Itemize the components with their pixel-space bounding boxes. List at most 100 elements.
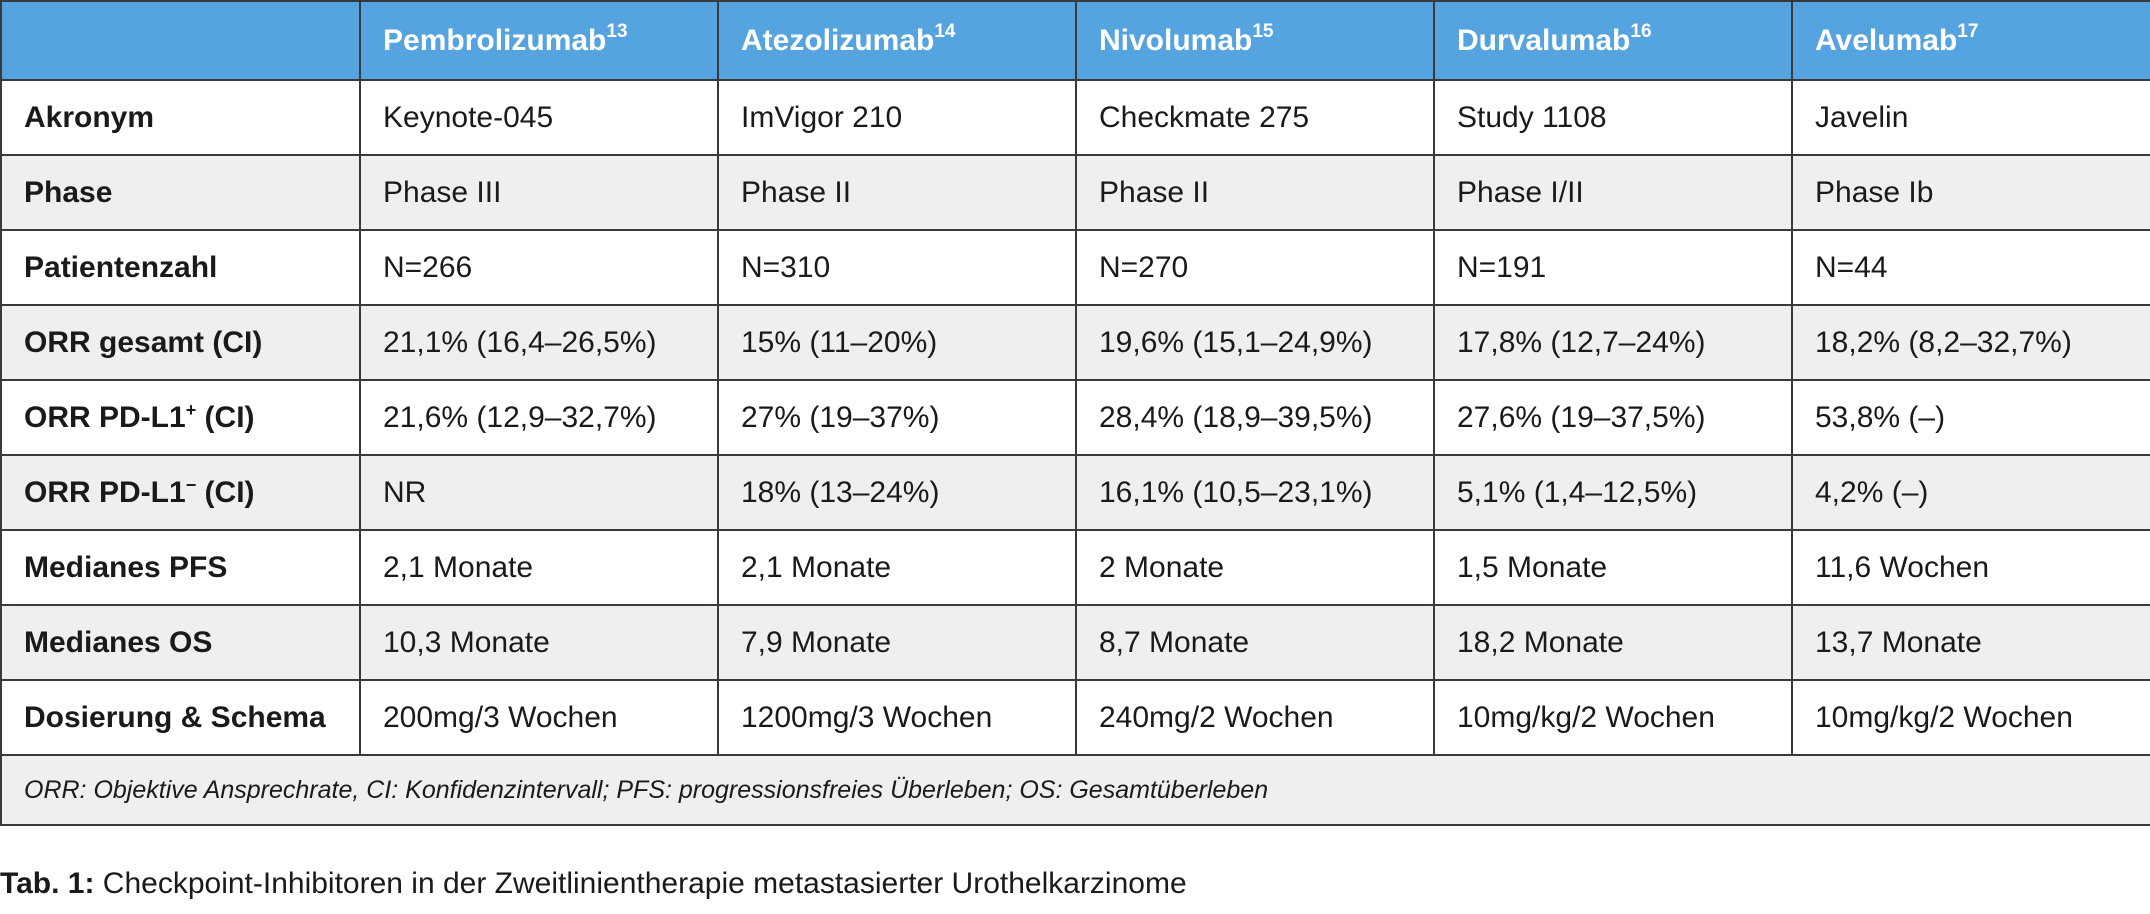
table-cell: 18% (13–24%)	[717, 454, 1077, 531]
table-cell: 240mg/2 Wochen	[1075, 679, 1435, 756]
table-cell: 2,1 Monate	[359, 529, 719, 606]
table-cell: 27% (19–37%)	[717, 379, 1077, 456]
table-row: Akronym Keynote-045 ImVigor 210 Checkmate 2…	[0, 79, 2150, 156]
table-cell: 11,6 Wochen	[1791, 529, 2150, 606]
table-cell: Checkmate 275	[1075, 79, 1435, 156]
table-cell: 2 Monate	[1075, 529, 1435, 606]
row-label: Medianes PFS	[0, 529, 361, 606]
table-cell: Phase II	[717, 154, 1077, 231]
table-row: ORR gesamt (CI) 21,1% (16,4–26,5%) 15% (11…	[0, 304, 2150, 381]
table-cell: 7,9 Monate	[717, 604, 1077, 681]
table-cell: Phase Ib	[1791, 154, 2150, 231]
results-table-container: Pembrolizumab13 Atezolizumab14 Nivolumab15…	[0, 0, 2150, 826]
row-label-text: ORR PD-L1	[24, 476, 186, 509]
row-label: Akronym	[0, 79, 361, 156]
row-label-text: Patientenzahl	[24, 250, 218, 284]
column-header-drug-name: Pembrolizumab	[383, 24, 607, 57]
column-header-drug-name: Avelumab	[1815, 24, 1958, 57]
table-cell: 2,1 Monate	[717, 529, 1077, 606]
row-label-superscript: +	[185, 400, 197, 420]
row-label-text: Dosierung & Schema	[24, 700, 326, 734]
table-cell: 21,6% (12,9–32,7%)	[359, 379, 719, 456]
table-cell: Phase I/II	[1433, 154, 1793, 231]
table-cell: 18,2 Monate	[1433, 604, 1793, 681]
caption-text: Checkpoint-Inhibitoren in der Zweitlinie…	[94, 867, 1187, 900]
row-label: ORR gesamt (CI)	[0, 304, 361, 381]
row-label-suffix: (CI)	[196, 401, 255, 434]
table-cell: 200mg/3 Wochen	[359, 679, 719, 756]
table-row: Phase Phase III Phase II Phase II Phase I/II…	[0, 154, 2150, 231]
table-cell: 5,1% (1,4–12,5%)	[1433, 454, 1793, 531]
row-label-superscript: −	[185, 475, 197, 495]
column-header-reference: 16	[1630, 21, 1652, 42]
column-header-reference: 14	[934, 21, 956, 42]
table-cell: Phase II	[1075, 154, 1435, 231]
table-cell: 8,7 Monate	[1075, 604, 1435, 681]
column-header-drug-name: Atezolizumab	[741, 24, 935, 57]
row-label-text: Medianes PFS	[24, 550, 228, 584]
column-header: Nivolumab15	[1075, 0, 1435, 81]
table-cell: 18,2% (8,2–32,7%)	[1791, 304, 2150, 381]
row-label-text: Medianes OS	[24, 625, 213, 659]
table-row: Dosierung & Schema 200mg/3 Wochen 1200mg/3…	[0, 679, 2150, 756]
table-body: Akronym Keynote-045 ImVigor 210 Checkmate 2…	[0, 79, 2150, 826]
row-label-text: ORR gesamt (CI)	[24, 325, 263, 359]
column-header-reference: 15	[1252, 21, 1274, 42]
row-label: Patientenzahl	[0, 229, 361, 306]
row-label-text: ORR PD-L1	[24, 401, 186, 434]
table-cell: 19,6% (15,1–24,9%)	[1075, 304, 1435, 381]
header-corner-cell	[0, 0, 361, 81]
row-label: ORR PD-L1− (CI)	[0, 454, 361, 531]
table-cell: 28,4% (18,9–39,5%)	[1075, 379, 1435, 456]
row-label: ORR PD-L1+ (CI)	[0, 379, 361, 456]
column-header: Avelumab17	[1791, 0, 2150, 81]
table-cell: NR	[359, 454, 719, 531]
column-header: Pembrolizumab13	[359, 0, 719, 81]
column-header-drug-name: Durvalumab	[1457, 24, 1631, 57]
table-cell: N=310	[717, 229, 1077, 306]
row-label-suffix: (CI)	[196, 476, 255, 509]
row-label-text: Phase	[24, 175, 113, 209]
row-label: Medianes OS	[0, 604, 361, 681]
row-label: Dosierung & Schema	[0, 679, 361, 756]
table-cell: N=270	[1075, 229, 1435, 306]
table-cell: 15% (11–20%)	[717, 304, 1077, 381]
table-cell: N=266	[359, 229, 719, 306]
table-cell: Keynote-045	[359, 79, 719, 156]
table-row: ORR PD-L1− (CI) NR 18% (13–24%) 16,1% (10,5…	[0, 454, 2150, 531]
table-cell: 16,1% (10,5–23,1%)	[1075, 454, 1435, 531]
table-row: ORR PD-L1+ (CI) 21,6% (12,9–32,7%) 27% (19…	[0, 379, 2150, 456]
table-cell: 10,3 Monate	[359, 604, 719, 681]
column-header: Atezolizumab14	[717, 0, 1077, 81]
table-cell: 10mg/kg/2 Wochen	[1791, 679, 2150, 756]
row-label: Phase	[0, 154, 361, 231]
caption-label: Tab. 1:	[0, 867, 95, 900]
column-header: Durvalumab16	[1433, 0, 1793, 81]
table-cell: ImVigor 210	[717, 79, 1077, 156]
column-header-reference: 17	[1957, 21, 1979, 42]
table-cell: 21,1% (16,4–26,5%)	[359, 304, 719, 381]
table-cell: 4,2% (–)	[1791, 454, 2150, 531]
table-cell: Study 1108	[1433, 79, 1793, 156]
table-cell: Javelin	[1791, 79, 2150, 156]
table-caption: Tab. 1: Checkpoint-Inhibitoren in der Zw…	[0, 866, 1187, 902]
checkpoint-inhibitor-table: Pembrolizumab13 Atezolizumab14 Nivolumab15…	[0, 0, 2150, 826]
table-cell: N=191	[1433, 229, 1793, 306]
table-cell: 53,8% (–)	[1791, 379, 2150, 456]
table-row: Patientenzahl N=266 N=310 N=270 N=191 N=44	[0, 229, 2150, 306]
table-row: Medianes OS 10,3 Monate 7,9 Monate 8,7 Mona…	[0, 604, 2150, 681]
table-cell: 1,5 Monate	[1433, 529, 1793, 606]
table-row: Medianes PFS 2,1 Monate 2,1 Monate 2 Monate…	[0, 529, 2150, 606]
table-cell: 27,6% (19–37,5%)	[1433, 379, 1793, 456]
column-header-reference: 13	[606, 21, 628, 42]
table-cell: 10mg/kg/2 Wochen	[1433, 679, 1793, 756]
table-cell: Phase III	[359, 154, 719, 231]
table-cell: N=44	[1791, 229, 2150, 306]
table-footnote-row: ORR: Objektive Ansprechrate, CI: Konfide…	[0, 754, 2150, 826]
row-label-text: Akronym	[24, 100, 155, 134]
table-cell: 13,7 Monate	[1791, 604, 2150, 681]
column-header-drug-name: Nivolumab	[1099, 24, 1253, 57]
table-cell: 1200mg/3 Wochen	[717, 679, 1077, 756]
table-cell: 17,8% (12,7–24%)	[1433, 304, 1793, 381]
table-header-row: Pembrolizumab13 Atezolizumab14 Nivolumab15…	[0, 0, 2150, 81]
